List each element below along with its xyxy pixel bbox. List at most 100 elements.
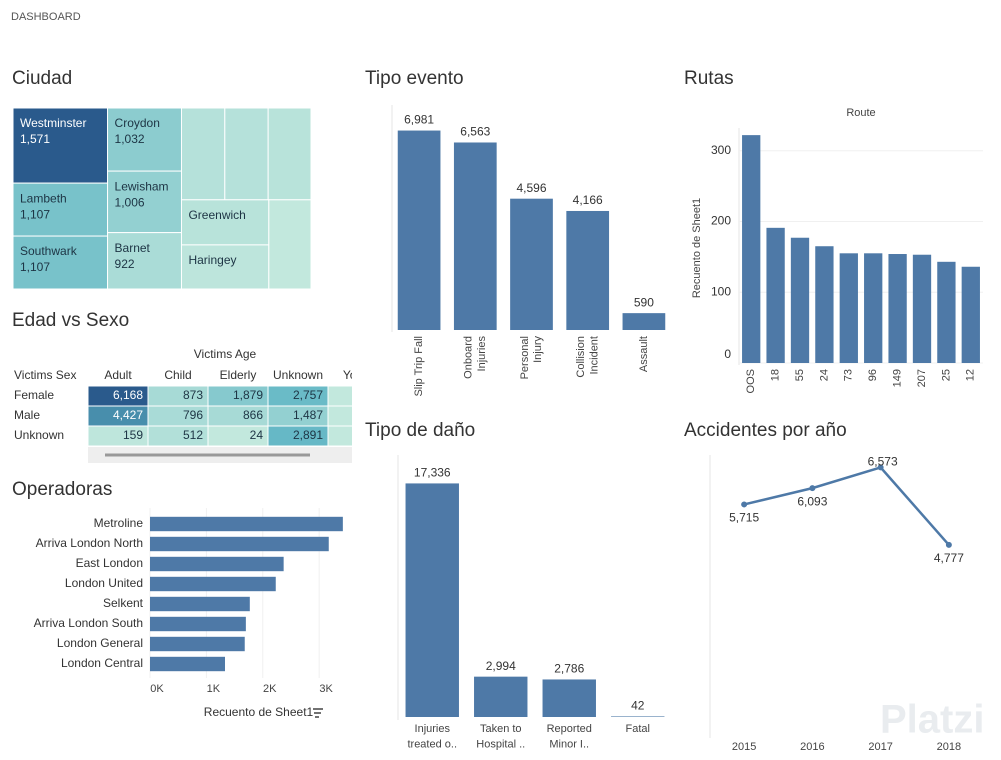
watermark: Platzi <box>880 698 984 742</box>
cell-value: 2,891 <box>293 428 323 442</box>
x-tick-label: 12 <box>965 369 977 381</box>
bar <box>150 536 329 552</box>
x-tick-label: 96 <box>867 369 879 381</box>
x-tick-label: Reported Minor I.. <box>547 723 592 750</box>
column-header: Adult <box>104 368 132 382</box>
bar <box>888 254 907 363</box>
cell-label: Croydon <box>115 116 160 130</box>
cell-value: 1,107 <box>20 207 50 221</box>
dashboard-header: DASHBOARD <box>11 11 81 23</box>
column-header: Elderly <box>220 368 257 382</box>
bar <box>542 679 596 717</box>
bar <box>397 130 441 330</box>
data-label: 2,786 <box>554 662 584 676</box>
x-tick-label: 2K <box>263 683 277 695</box>
x-tick-label: Taken to Hospital .. <box>476 723 525 750</box>
x-tick-label: Assault <box>638 336 650 372</box>
y-tick-label: 200 <box>711 214 731 228</box>
heatmap: Victims Age Victims Sex Adult Child Elderly U… <box>14 347 373 447</box>
x-axis-title: Route <box>846 107 875 119</box>
y-tick-label: London Central <box>61 656 143 670</box>
cell-value: 159 <box>123 428 143 442</box>
bar <box>405 483 459 717</box>
y-tick-label: Selkent <box>103 596 144 610</box>
column-header: Child <box>164 368 191 382</box>
bar <box>864 253 883 363</box>
point <box>877 464 884 471</box>
bar <box>510 198 553 330</box>
x-tick-label: 18 <box>770 369 782 381</box>
x-tick-label: 2016 <box>800 741 824 753</box>
cell-value: 796 <box>183 408 203 422</box>
cell-label: Westminster <box>20 116 86 130</box>
treemap-cell <box>12 182 109 237</box>
treemap-cell <box>107 232 182 290</box>
x-tick-label: 2018 <box>937 741 961 753</box>
data-label: 6,573 <box>868 455 898 469</box>
x-tick-label: 24 <box>818 369 830 381</box>
column-title: Victims Age <box>194 347 257 361</box>
data-label: 4,596 <box>516 181 546 195</box>
x-tick-label: OOS <box>745 369 757 393</box>
treemap-cell <box>12 235 109 290</box>
y-tick-label: East London <box>76 556 143 570</box>
cell-label: Haringey <box>188 253 236 267</box>
cell-label: Barnet <box>115 241 151 255</box>
y-tick-label: Arriva London South <box>34 616 143 630</box>
data-label: 2,994 <box>486 659 516 673</box>
point <box>945 541 952 548</box>
chart-title: Edad vs Sexo <box>12 310 129 331</box>
y-tick-label: 300 <box>711 143 731 157</box>
bar <box>150 576 276 592</box>
y-tick-label: 0 <box>724 347 731 361</box>
chart-title: Ciudad <box>12 68 72 89</box>
y-tick-label: London General <box>57 636 143 650</box>
bar <box>937 261 956 363</box>
x-tick-label: 149 <box>892 369 904 387</box>
data-label: 6,093 <box>797 494 827 508</box>
bar <box>150 596 250 612</box>
data-label: 4,166 <box>573 193 603 207</box>
x-tick-label: 55 <box>794 369 806 381</box>
data-label: 6,563 <box>460 125 490 139</box>
data-label: 17,336 <box>414 466 451 480</box>
cell-value: 1,487 <box>293 408 323 422</box>
bar <box>150 656 225 672</box>
x-tick-label: 3K <box>319 683 333 695</box>
x-tick-label: 25 <box>940 369 952 381</box>
treemap-cell <box>180 107 226 201</box>
y-tick-label: 100 <box>711 284 731 298</box>
bar <box>150 556 284 572</box>
cell-value: 512 <box>183 428 203 442</box>
treemap-cell <box>268 199 312 290</box>
data-label: 5,715 <box>729 511 759 525</box>
x-tick-label: 2017 <box>868 741 892 753</box>
column-header: Unknown <box>273 368 323 382</box>
bar <box>766 227 785 363</box>
bar <box>566 210 610 330</box>
cell-clipped <box>327 385 352 407</box>
sort-icon[interactable] <box>313 708 323 718</box>
cell-value: 866 <box>243 408 263 422</box>
bar <box>622 313 666 330</box>
cell-value: 922 <box>115 257 135 271</box>
data-label: 4,777 <box>934 551 964 565</box>
treemap-cell <box>224 107 269 201</box>
chart-title: Rutas <box>684 68 734 89</box>
x-tick-label: 207 <box>916 369 928 387</box>
cell-value: 1,032 <box>115 132 145 146</box>
cell-value: 6,168 <box>113 388 143 402</box>
cell-label: Lambeth <box>20 191 67 205</box>
chart-title: Tipo evento <box>365 68 464 89</box>
x-tick-label: Injuries treated o.. <box>407 723 457 750</box>
cell-label: Lewisham <box>115 179 169 193</box>
cell-value: 24 <box>250 428 264 442</box>
cell-label: Southwark <box>20 244 78 258</box>
data-label: 42 <box>631 699 645 713</box>
cell-value: 1,571 <box>20 132 50 146</box>
bar <box>742 135 761 363</box>
bar <box>474 676 528 717</box>
column-header: Youth <box>343 368 373 382</box>
x-tick-label: 2015 <box>732 741 756 753</box>
